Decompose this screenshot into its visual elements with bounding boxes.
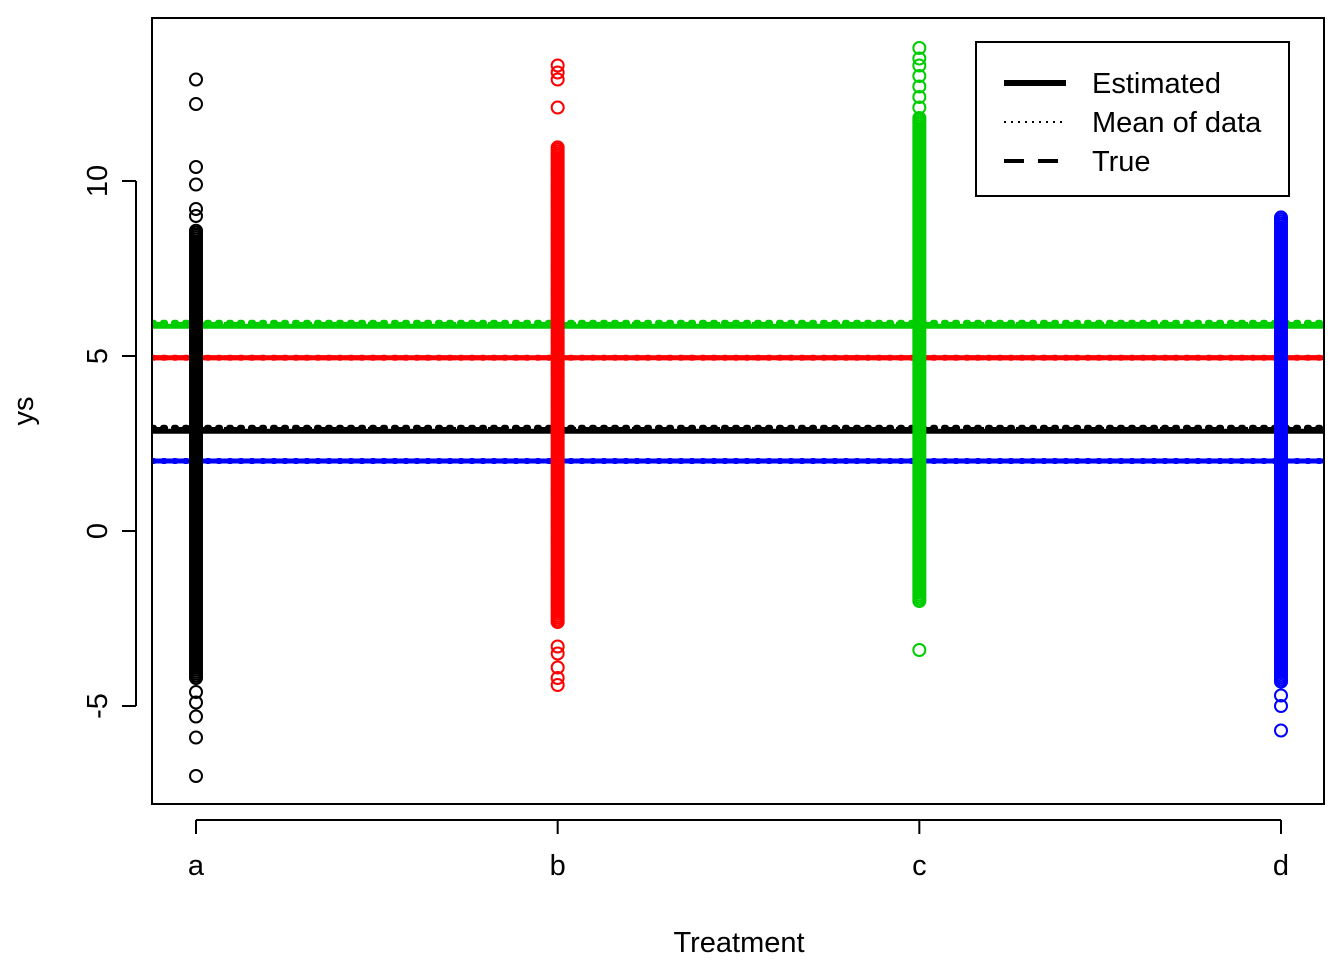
data-point [189,769,203,783]
data-point [912,100,927,115]
data-point [550,100,565,115]
data-point [189,177,203,192]
data-point [912,79,927,94]
data-point [550,646,565,661]
plot-frame [151,17,1325,805]
points-group-b [550,58,565,692]
data-point [550,140,565,155]
data-point [912,643,927,657]
x-tick-label: c [912,850,927,882]
x-axis: a b c d [188,819,1289,882]
y-tick-label: 0 [82,523,114,539]
data-point [550,671,565,685]
y-tick-label: -5 [82,693,114,719]
y-axis-label: ys [8,397,40,426]
y-axis: -5 0 5 10 [82,165,137,719]
data-point [912,69,927,83]
data-point [912,90,927,104]
data-point [912,58,927,73]
legend-box [975,41,1290,197]
data-point [1274,688,1288,703]
data-point [912,111,927,125]
data-point [550,65,565,80]
data-point [189,202,203,216]
data-point [1274,723,1288,738]
data-point [550,58,565,73]
data-point [189,223,203,238]
y-tick-label: 10 [82,165,114,197]
data-point [189,72,203,87]
data-point [1274,210,1288,225]
y-tick-label: 5 [82,348,114,364]
points-group-d [1274,210,1288,738]
horizontal-lines [152,319,1324,464]
points-group-a [189,72,203,783]
data-point [912,41,927,55]
data-points [189,41,1288,783]
x-axis-label: Treatment [673,927,804,959]
legend-label: True [1092,146,1151,178]
data-point [550,678,565,692]
x-tick-label: a [188,850,205,882]
x-tick-label: d [1273,850,1289,882]
data-point [550,660,565,675]
data-point [189,709,203,724]
data-point [550,72,565,87]
data-point [189,97,203,111]
data-point [189,730,203,745]
data-point [189,209,203,223]
legend-label: Estimated [1092,68,1221,100]
data-point [1274,699,1288,713]
data-point [189,695,203,710]
data-point [912,51,927,66]
legend: Estimated Mean of data True [975,41,1290,197]
data-point [189,160,203,174]
points-group-c [912,41,927,657]
data-point [550,639,565,654]
data-point [189,685,203,699]
data-point [1274,674,1288,689]
legend-label: Mean of data [1092,107,1262,139]
x-tick-label: b [550,850,566,882]
